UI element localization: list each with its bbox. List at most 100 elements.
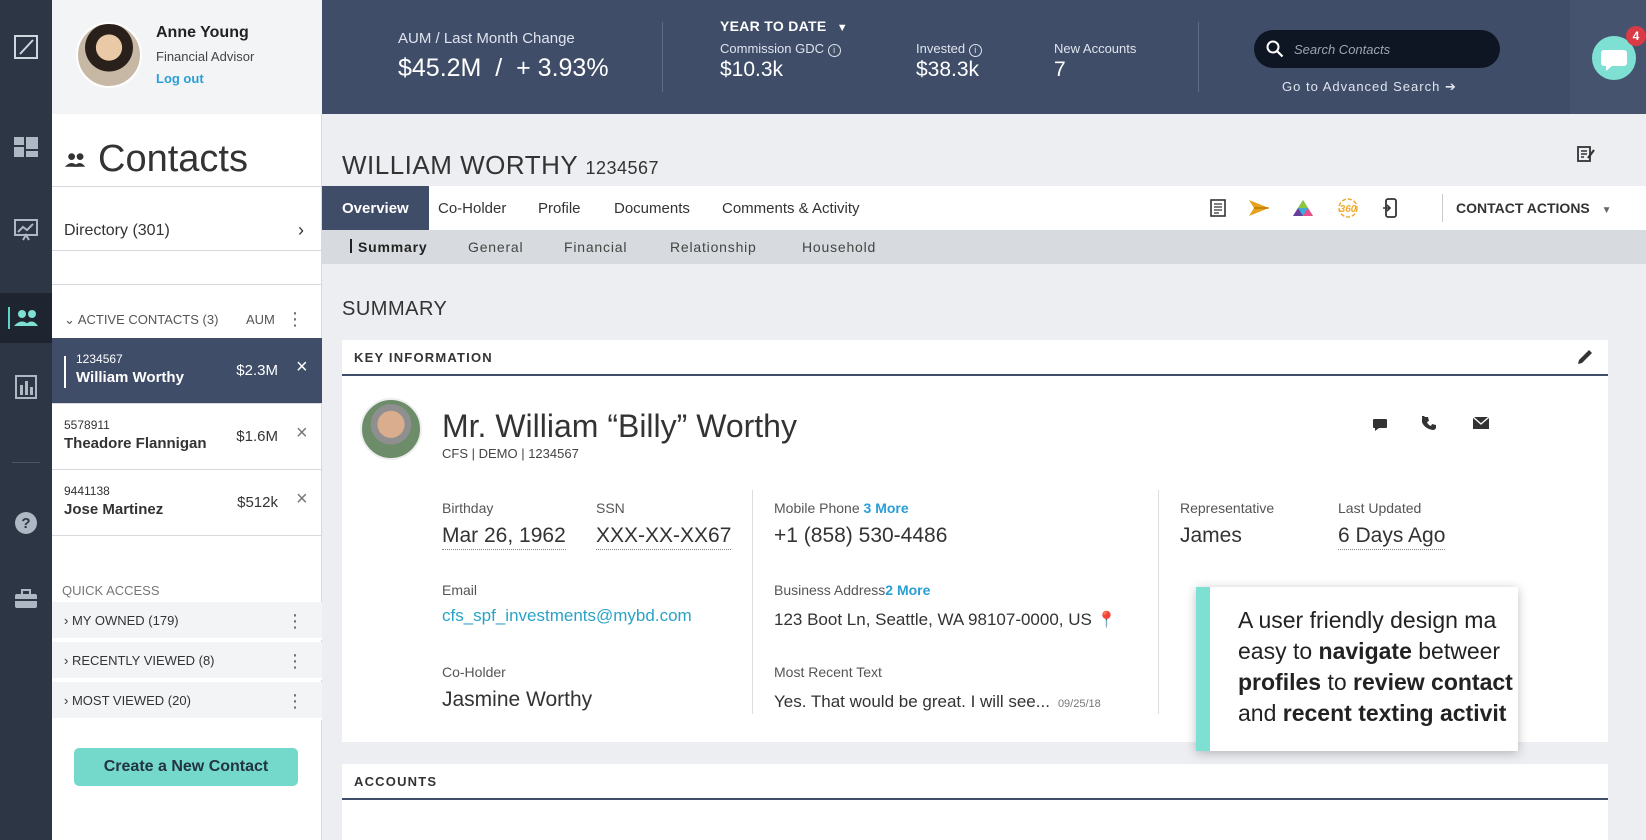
chevron-down-icon: ▼ [836,22,848,34]
message-icon[interactable] [1372,416,1388,432]
tab-overview[interactable]: Overview [322,186,429,230]
more-options-icon[interactable]: ⋮ [286,611,304,631]
create-contact-button[interactable]: Create a New Contact [74,748,298,786]
subtab-general[interactable]: General [468,239,524,255]
contacts-nav-icon[interactable] [0,293,52,343]
key-information-card: KEY INFORMATION Mr. William “Billy” Wort… [342,340,1608,742]
new-accounts-label: New Accounts [1054,41,1137,56]
chevron-right-icon: › [64,693,69,708]
directory-link[interactable]: Directory (301) [64,222,170,239]
reports-icon[interactable] [0,362,52,412]
more-options-icon[interactable]: ⋮ [286,651,304,671]
address-more-link[interactable]: 2 More [885,582,931,598]
analytics-icon[interactable] [0,205,52,255]
search-input[interactable] [1294,41,1484,57]
birthday-value: Mar 26, 1962 [442,524,566,550]
tab-profile[interactable]: Profile [538,199,581,217]
quick-access-label: QUICK ACCESS [62,583,160,598]
close-icon[interactable]: × [296,422,308,444]
contact-id: 5578911 [64,418,110,432]
representative-label: Representative [1180,500,1275,516]
quick-access-item[interactable]: › MY OWNED (179) ⋮ [52,602,322,640]
active-contacts-toggle[interactable]: ⌄ ACTIVE CONTACTS (3) [64,312,219,327]
contact-row[interactable]: 9441138 Jose Martinez $512k × [52,470,322,536]
tab-comments-activity[interactable]: Comments & Activity [722,199,860,217]
contact-header: WILLIAM WORTHY 1234567 [342,150,660,180]
contacts-sidebar: Contacts Directory (301) › ⌄ ACTIVE CONT… [52,114,322,840]
mobile-label: Mobile Phone 3 More [774,500,909,516]
sidebar-title: Contacts [64,138,248,181]
quick-access-item[interactable]: › MOST VIEWED (20) ⋮ [52,682,322,720]
contact-row[interactable]: 1234567 William Worthy $2.3M × [52,338,322,404]
triangle-logo-icon[interactable] [1292,199,1314,217]
chevron-right-icon: › [64,613,69,628]
info-icon[interactable]: i [968,44,982,57]
document-icon[interactable] [1210,199,1226,217]
contact-row[interactable]: 5578911 Theadore Flannigan $1.6M × [52,404,322,470]
contact-full-name: Mr. William “Billy” Worthy [442,408,797,444]
send-icon[interactable] [1248,199,1270,217]
contact-avatar [360,398,422,460]
phone-icon[interactable] [1422,416,1438,432]
close-icon[interactable]: × [296,488,308,510]
tab-documents[interactable]: Documents [614,199,690,217]
email-icon[interactable] [1472,416,1490,430]
representative-value: James [1180,524,1242,547]
mobile-value: +1 (858) 530-4486 [774,524,948,547]
commission-label: Commission GDC i [720,41,841,57]
notification-badge: 4 [1626,26,1646,46]
briefcase-icon[interactable] [0,574,52,624]
logout-link[interactable]: Log out [156,71,204,86]
mobile-more-link[interactable]: 3 More [863,500,909,516]
contact-actions-dropdown[interactable]: CONTACT ACTIONS ▼ [1456,200,1612,216]
advanced-search-link[interactable]: Go to Advanced Search ➔ [1282,79,1457,94]
accounts-card: ACCOUNTS [342,764,1608,840]
sub-tabs: Summary General Financial Relationship H… [322,230,1646,264]
three-sixty-icon[interactable]: 360 [1336,198,1360,218]
chat-panel: 4 [1570,0,1646,114]
stats-header: AUM / Last Month Change $45.2M / + 3.93%… [322,0,1570,114]
contact-name: William Worthy [76,369,184,386]
commission-value: $10.3k [720,58,784,81]
aum-column-label: AUM [246,312,275,327]
new-accounts-value: 7 [1054,58,1066,81]
subtab-relationship[interactable]: Relationship [670,239,757,255]
tab-co-holder[interactable]: Co-Holder [438,199,507,217]
invested-value: $38.3k [916,58,980,81]
user-name: Anne Young [156,24,249,41]
subtab-household[interactable]: Household [802,239,877,255]
birthday-label: Birthday [442,500,494,516]
contact-aum: $2.3M [236,362,278,379]
contact-name: Jose Martinez [64,501,164,518]
notes-edit-icon[interactable] [1576,144,1596,169]
help-icon[interactable]: ? [0,498,52,548]
mobile-share-icon[interactable] [1382,198,1398,218]
period-dropdown[interactable]: YEAR TO DATE ▼ [720,18,848,34]
chevron-down-icon: ▼ [1601,205,1612,216]
info-icon[interactable]: i [827,44,841,57]
subtab-financial[interactable]: Financial [564,239,628,255]
search-box[interactable] [1254,30,1500,68]
chat-icon[interactable] [1592,36,1636,80]
chevron-right-icon[interactable]: › [298,220,304,240]
edit-pencil-icon[interactable] [1576,348,1594,371]
more-options-icon[interactable]: ⋮ [286,309,304,329]
address-value: 123 Boot Ln, Seattle, WA 98107-0000, US … [774,610,1117,629]
more-options-icon[interactable]: ⋮ [286,691,304,711]
quick-access-item[interactable]: › RECENTLY VIEWED (8) ⋮ [52,642,322,680]
email-label: Email [442,582,478,598]
coholder-label: Co-Holder [442,664,506,680]
user-role: Financial Advisor [156,49,255,64]
invested-label: Invested i [916,41,982,57]
map-pin-icon[interactable]: 📍 [1096,612,1117,629]
dashboard-icon[interactable] [0,122,52,172]
icon-rail: ? [0,0,52,840]
chevron-down-icon: ⌄ [64,312,75,327]
subtab-summary[interactable]: Summary [349,239,428,255]
app-logo-icon[interactable] [0,22,52,72]
last-updated-label: Last Updated [1338,500,1422,516]
email-link[interactable]: cfs_spf_investments@mybd.com [442,606,692,625]
close-icon[interactable]: × [296,356,308,378]
contact-subline: CFS | DEMO | 1234567 [442,446,579,461]
contact-tabs: Overview Co-Holder Profile Documents Com… [322,186,1646,230]
